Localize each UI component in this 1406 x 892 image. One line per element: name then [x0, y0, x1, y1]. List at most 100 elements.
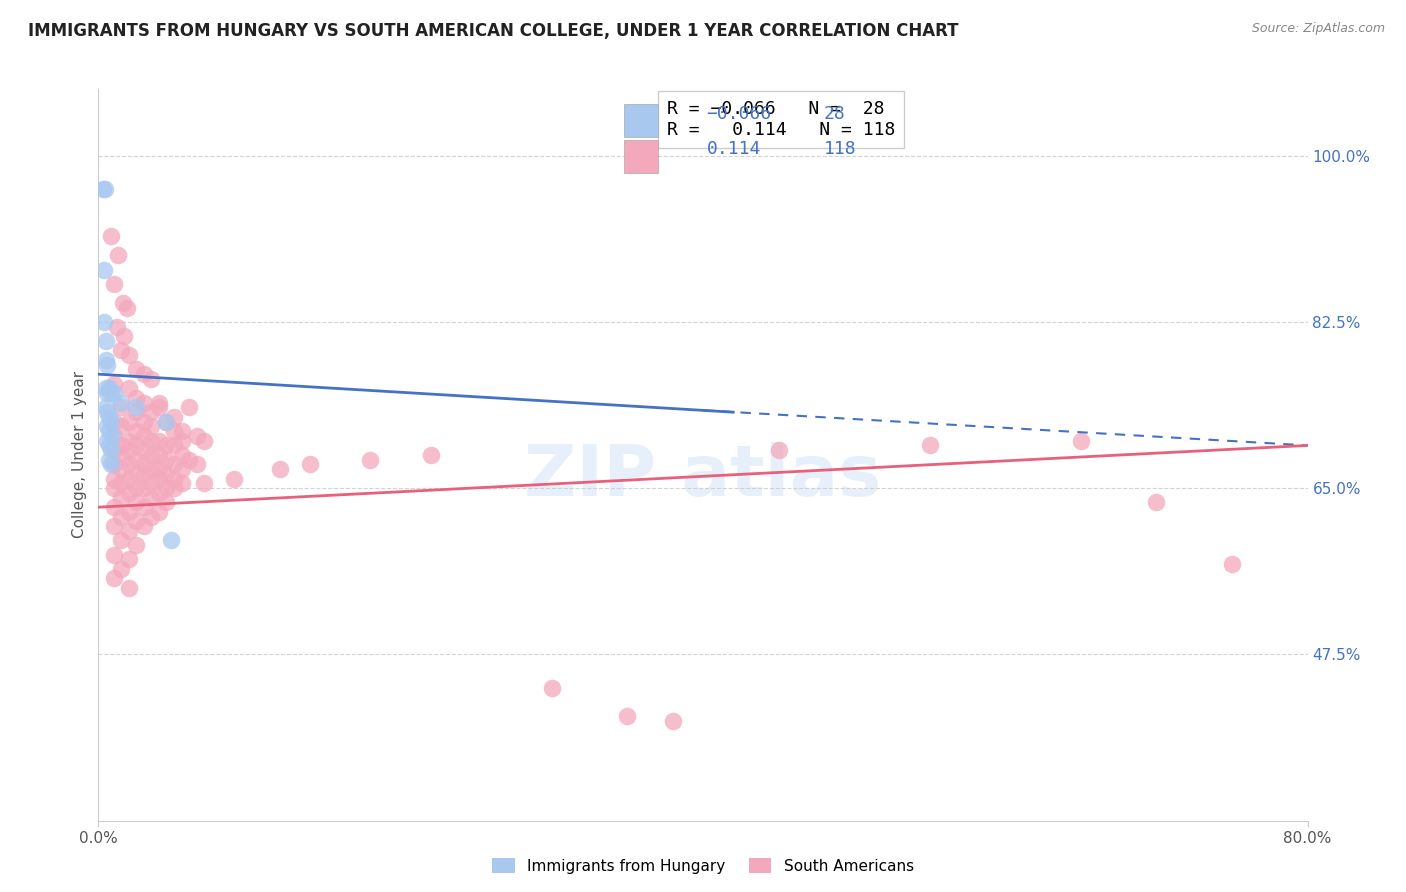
Point	[103, 277, 125, 291]
Point	[103, 386, 125, 401]
Point	[103, 500, 125, 515]
Point	[107, 248, 129, 262]
Point	[148, 472, 170, 486]
Point	[111, 296, 134, 310]
Point	[132, 467, 155, 481]
Point	[94, 182, 117, 196]
Text: Source: ZipAtlas.com: Source: ZipAtlas.com	[1251, 22, 1385, 36]
Point	[132, 367, 155, 381]
Point	[118, 524, 141, 538]
Text: 28: 28	[824, 104, 845, 122]
Point	[148, 486, 170, 500]
Point	[103, 571, 125, 585]
Point	[170, 448, 193, 462]
Point	[96, 405, 118, 419]
Point	[132, 481, 155, 495]
Text: IMMIGRANTS FROM HUNGARY VS SOUTH AMERICAN COLLEGE, UNDER 1 YEAR CORRELATION CHAR: IMMIGRANTS FROM HUNGARY VS SOUTH AMERICA…	[28, 22, 959, 40]
Point	[163, 438, 186, 452]
Point	[118, 486, 141, 500]
Point	[420, 448, 443, 462]
FancyBboxPatch shape	[624, 103, 658, 136]
Point	[110, 462, 132, 476]
Point	[98, 438, 121, 452]
Point	[110, 476, 132, 491]
Point	[98, 381, 121, 395]
Point	[148, 448, 170, 462]
Text: 118: 118	[824, 140, 856, 158]
Point	[141, 372, 163, 386]
Point	[132, 429, 155, 443]
Point	[125, 467, 148, 481]
Point	[118, 434, 141, 448]
Point	[115, 301, 138, 315]
Point	[118, 505, 141, 519]
Point	[103, 376, 125, 391]
Point	[125, 362, 148, 376]
Point	[148, 505, 170, 519]
Point	[1220, 557, 1243, 571]
Point	[155, 415, 177, 429]
Point	[98, 409, 121, 424]
Point	[118, 443, 141, 458]
Point	[118, 581, 141, 595]
Point	[540, 681, 562, 695]
Point	[125, 405, 148, 419]
Point	[125, 515, 148, 529]
Point	[118, 415, 141, 429]
Point	[163, 458, 186, 472]
Point	[132, 519, 155, 533]
Point	[141, 419, 163, 434]
Point	[103, 458, 125, 472]
Point	[125, 538, 148, 552]
Point	[100, 443, 122, 458]
Point	[148, 401, 170, 415]
Point	[100, 458, 122, 472]
Point	[110, 343, 132, 358]
Point	[93, 262, 115, 277]
Point	[103, 472, 125, 486]
Point	[163, 472, 186, 486]
Legend: Immigrants from Hungary, South Americans: Immigrants from Hungary, South Americans	[486, 852, 920, 880]
Point	[141, 405, 163, 419]
Point	[118, 458, 141, 472]
Point	[94, 334, 117, 348]
Point	[105, 319, 128, 334]
Point	[170, 424, 193, 438]
Point	[148, 434, 170, 448]
Point	[110, 438, 132, 452]
Point	[661, 714, 683, 728]
Point	[186, 429, 208, 443]
Point	[141, 476, 163, 491]
Point	[155, 438, 177, 452]
Point	[101, 429, 124, 443]
Point	[103, 548, 125, 562]
Point	[110, 448, 132, 462]
Point	[155, 467, 177, 481]
Point	[96, 419, 118, 434]
Point	[110, 491, 132, 505]
Point	[170, 476, 193, 491]
Point	[110, 533, 132, 548]
Text: 0.114: 0.114	[707, 140, 761, 158]
Point	[112, 329, 135, 343]
Point	[103, 519, 125, 533]
Point	[103, 481, 125, 495]
Point	[110, 401, 132, 415]
Point	[163, 409, 186, 424]
Point	[170, 462, 193, 476]
Point	[141, 491, 163, 505]
Point	[132, 415, 155, 429]
Point	[155, 495, 177, 509]
Point	[132, 500, 155, 515]
Point	[170, 434, 193, 448]
Point	[179, 452, 201, 467]
Point	[98, 452, 121, 467]
Point	[96, 434, 118, 448]
Point	[125, 452, 148, 467]
Point	[918, 438, 941, 452]
Point	[125, 391, 148, 405]
Point	[148, 395, 170, 409]
Point	[163, 481, 186, 495]
Point	[91, 182, 114, 196]
Point	[94, 401, 117, 415]
